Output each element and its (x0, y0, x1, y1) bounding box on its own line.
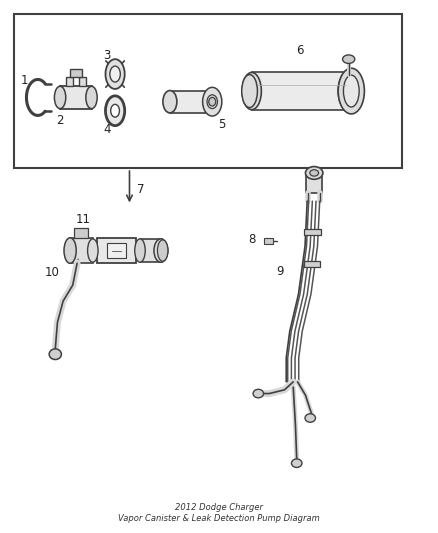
Bar (107, 243, 126, 258)
Text: 4: 4 (103, 123, 110, 136)
Ellipse shape (64, 238, 76, 263)
Bar (306, 173, 322, 193)
Text: 6: 6 (296, 44, 304, 57)
Text: 10: 10 (45, 266, 60, 279)
Text: 2: 2 (56, 114, 64, 127)
Ellipse shape (242, 75, 258, 108)
Bar (140, 239, 162, 262)
Ellipse shape (205, 91, 219, 113)
Bar (70, 238, 93, 263)
Ellipse shape (343, 55, 355, 63)
Ellipse shape (343, 75, 359, 107)
Text: 11: 11 (76, 213, 91, 226)
Text: 3: 3 (103, 49, 110, 62)
Ellipse shape (49, 349, 61, 360)
Ellipse shape (310, 169, 318, 176)
Ellipse shape (242, 72, 261, 110)
Ellipse shape (86, 86, 97, 109)
Bar (170, 91, 212, 113)
Ellipse shape (135, 239, 145, 262)
Bar (97, 238, 136, 263)
Ellipse shape (157, 240, 168, 261)
Bar (70, 69, 82, 77)
Bar (252, 72, 348, 110)
Ellipse shape (163, 91, 177, 113)
Bar (66, 77, 73, 86)
Ellipse shape (106, 96, 125, 126)
Ellipse shape (111, 104, 120, 117)
Bar (74, 228, 88, 238)
Bar (79, 77, 86, 86)
Text: 9: 9 (276, 265, 284, 278)
Bar (304, 229, 321, 235)
Text: 2012 Dodge Charger
Vapor Canister & Leak Detection Pump Diagram: 2012 Dodge Charger Vapor Canister & Leak… (118, 503, 320, 523)
Ellipse shape (291, 459, 302, 467)
Ellipse shape (154, 239, 168, 262)
Ellipse shape (305, 414, 315, 422)
Ellipse shape (88, 239, 98, 262)
Bar (264, 238, 273, 244)
Text: 5: 5 (218, 118, 225, 131)
Text: 8: 8 (248, 233, 255, 246)
Text: 1: 1 (21, 74, 28, 87)
Text: 7: 7 (137, 183, 144, 196)
Ellipse shape (209, 98, 216, 106)
Ellipse shape (338, 72, 357, 110)
Bar (304, 261, 320, 267)
Bar (60, 86, 92, 109)
Bar (14, 14, 403, 168)
Ellipse shape (203, 87, 222, 116)
Ellipse shape (54, 86, 66, 109)
Ellipse shape (106, 59, 125, 89)
Ellipse shape (253, 389, 264, 398)
Ellipse shape (305, 166, 323, 179)
Ellipse shape (110, 66, 120, 82)
Ellipse shape (207, 95, 218, 109)
Ellipse shape (338, 68, 364, 114)
